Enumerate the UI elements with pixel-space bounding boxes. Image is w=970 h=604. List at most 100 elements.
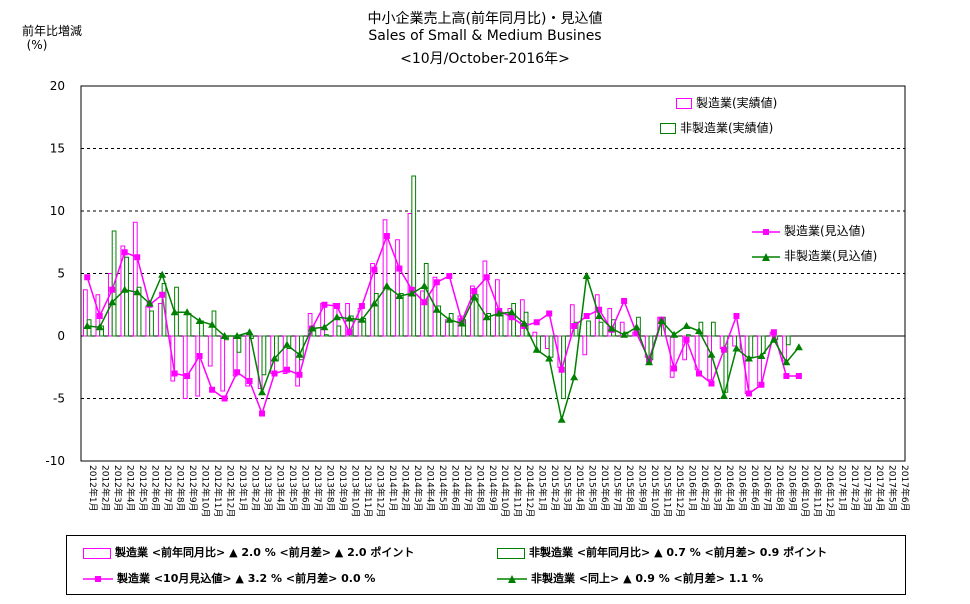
- legend-line-swatch-nonmfg: [752, 252, 780, 261]
- line-nonmfg-forecast: [87, 272, 800, 420]
- x-tick-label: 2017年2月: [849, 465, 861, 512]
- x-tick-label: 2015年12月: [674, 465, 686, 517]
- x-tick-label: 2016年7月: [761, 465, 773, 512]
- point-nonmfg-forecast: [395, 292, 404, 299]
- bar-mfg: [220, 335, 226, 392]
- point-nonmfg-forecast: [632, 323, 641, 331]
- bar-nonmfg: [411, 175, 417, 337]
- point-nonmfg-forecast: [183, 308, 192, 316]
- x-tick-label: 2017年3月: [861, 465, 873, 512]
- bar-mfg: [132, 221, 138, 337]
- bar-mfg: [782, 335, 787, 362]
- bar-mfg: [757, 335, 762, 387]
- point-mfg-forecast: [720, 346, 727, 353]
- point-nonmfg-forecast: [258, 388, 267, 396]
- point-nonmfg-forecast: [570, 373, 579, 381]
- point-nonmfg-forecast: [83, 322, 92, 329]
- bar-nonmfg: [548, 335, 554, 358]
- x-tick-label: 2015年11月: [662, 465, 674, 517]
- summary-mfg-forecast-text: 製造業 <10月見込値> ▲ 3.2 % <前月差> 0.0 %: [117, 572, 376, 585]
- point-mfg-forecast: [558, 366, 565, 373]
- x-tick-label: 2014年7月: [462, 465, 474, 512]
- x-tick-label: 2013年10月: [349, 465, 361, 517]
- chart-period: <10月/October-2016年>: [400, 51, 570, 67]
- point-nonmfg-forecast: [307, 324, 316, 332]
- bar-mfg: [420, 290, 425, 337]
- x-tick-label: 2013年11月: [362, 465, 374, 517]
- point-nonmfg-forecast: [158, 270, 167, 278]
- bar-nonmfg: [486, 313, 492, 337]
- point-mfg-forecast: [433, 279, 440, 286]
- bar-nonmfg: [748, 335, 754, 358]
- point-mfg-forecast: [783, 373, 790, 379]
- bar-nonmfg: [598, 321, 604, 337]
- bar-nonmfg: [686, 334, 691, 337]
- point-nonmfg-forecast: [769, 335, 778, 343]
- x-tick-label: 2014年4月: [424, 465, 436, 512]
- bar-mfg: [295, 335, 300, 387]
- y-tick-label: -5: [53, 392, 65, 406]
- point-mfg-forecast: [571, 323, 578, 329]
- x-tick-label: 2016年6月: [749, 465, 761, 512]
- point-mfg-forecast: [184, 373, 191, 379]
- bar-nonmfg: [723, 335, 729, 393]
- bar-nonmfg: [373, 293, 379, 337]
- point-nonmfg-forecast: [133, 288, 142, 296]
- point-nonmfg-forecast: [520, 319, 529, 327]
- x-tick-label: 2014年10月: [499, 465, 511, 517]
- x-tick-label: 2013年2月: [250, 465, 262, 512]
- y-tick-label: 20: [50, 79, 65, 93]
- bar-mfg: [157, 303, 163, 337]
- x-tick-label: 2015年10月: [649, 465, 661, 517]
- x-tick-label: 2012年6月: [150, 465, 162, 512]
- point-mfg-forecast: [383, 233, 390, 239]
- point-nonmfg-forecast: [457, 319, 466, 327]
- bar-mfg: [532, 331, 538, 337]
- point-nonmfg-forecast: [108, 298, 117, 306]
- point-nonmfg-forecast: [445, 315, 454, 323]
- x-tick-label: 2012年4月: [125, 465, 137, 512]
- summary-mfg-forecast: 製造業 <10月見込値> ▲ 3.2 % <前月差> 0.0 %: [83, 570, 375, 586]
- x-tick-label: 2015年6月: [599, 465, 611, 512]
- point-nonmfg-forecast: [470, 293, 479, 301]
- bar-mfg: [569, 304, 575, 337]
- point-mfg-forecast: [284, 366, 290, 373]
- x-tick-label: 2013年12月: [374, 465, 386, 517]
- point-nonmfg-forecast: [332, 313, 341, 321]
- point-nonmfg-forecast: [220, 332, 229, 339]
- point-mfg-forecast: [321, 301, 328, 308]
- point-mfg-forecast: [696, 370, 702, 377]
- bar-mfg: [282, 335, 288, 374]
- x-tick-label: 2016年12月: [824, 465, 836, 517]
- point-nonmfg-forecast: [420, 282, 429, 289]
- point-nonmfg-forecast: [757, 352, 766, 359]
- y-tick-label: 0: [57, 329, 65, 343]
- point-mfg-forecast: [596, 306, 603, 313]
- point-mfg-forecast: [371, 266, 378, 273]
- point-mfg-forecast: [770, 329, 777, 336]
- x-tick-label: 2015年9月: [637, 465, 649, 512]
- x-tick-label: 2014年8月: [474, 465, 486, 512]
- point-nonmfg-forecast: [695, 327, 703, 334]
- bar-nonmfg: [186, 313, 192, 337]
- point-mfg-forecast: [621, 298, 628, 304]
- legend-mfg-forecast-label: 製造業(見込値): [784, 224, 866, 238]
- x-tick-label: 2012年9月: [187, 465, 199, 512]
- x-tick-label: 2015年2月: [549, 465, 561, 512]
- x-tick-label: 2014年1月: [387, 465, 399, 512]
- x-tick-label: 2017年5月: [886, 465, 898, 512]
- x-tick-label: 2014年9月: [487, 465, 499, 512]
- summary-nonmfg-actual-text: 非製造業 <前年同月比> ▲ 0.7 % <前月差> 0.9 ポイント: [529, 546, 828, 559]
- x-tick-label: 2016年10月: [799, 465, 811, 517]
- bar-nonmfg: [386, 289, 392, 337]
- x-tick-label: 2013年8月: [324, 465, 336, 512]
- bar-mfg: [719, 335, 725, 349]
- point-mfg-forecast: [84, 274, 91, 281]
- bar-mfg: [207, 335, 213, 367]
- x-tick-label: 2013年9月: [337, 465, 349, 512]
- x-tick-label: 2014年2月: [399, 465, 411, 512]
- point-mfg-forecast: [134, 254, 141, 261]
- chart-subtitle: Sales of Small & Medium Busines: [368, 28, 602, 44]
- point-nonmfg-forecast: [682, 322, 691, 329]
- point-nonmfg-forecast: [170, 308, 179, 316]
